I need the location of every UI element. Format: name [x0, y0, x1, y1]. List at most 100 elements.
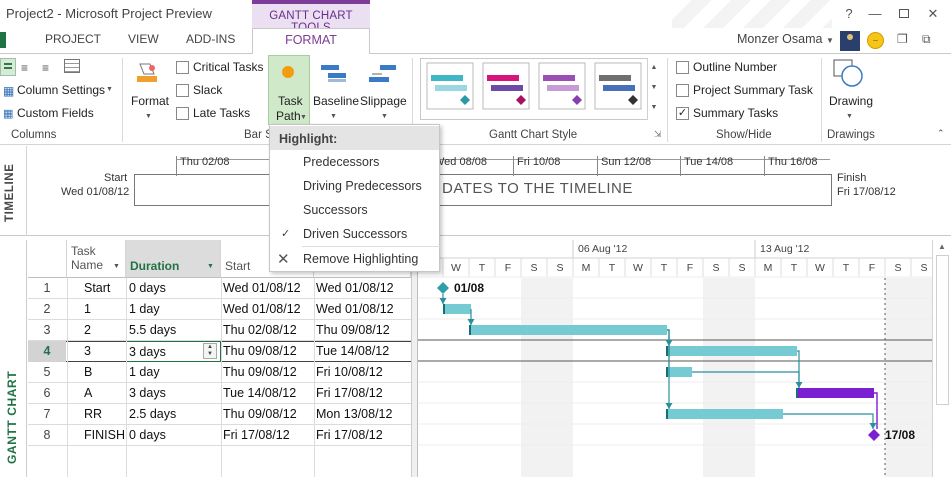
duration-header[interactable]: Duration	[126, 240, 221, 278]
finish-cell[interactable]: Wed 01/08/12	[316, 302, 394, 316]
chevron-down-icon[interactable]: ▼	[113, 263, 120, 270]
tab-view[interactable]: VIEW	[128, 32, 159, 46]
align-left-icon[interactable]	[0, 58, 16, 76]
finish-cell[interactable]: Fri 17/08/12	[316, 428, 383, 442]
close-button[interactable]: ✕	[927, 6, 939, 21]
format-icon[interactable]	[134, 60, 160, 88]
gantt-chart[interactable]: 06 Aug '12 13 Aug '12 W T F S S M T W T F S S M T W T F S S 0…	[417, 240, 932, 477]
gantt-style-swatch[interactable]	[538, 62, 586, 110]
task-name-cell[interactable]: FINISH	[84, 428, 125, 442]
finish-cell[interactable]: Wed 01/08/12	[316, 281, 394, 295]
table-row[interactable]	[28, 425, 411, 446]
duration-cell[interactable]: 0 days	[129, 281, 166, 295]
table-row[interactable]	[28, 383, 411, 404]
start-cell[interactable]: Wed 01/08/12	[223, 302, 301, 316]
minimize-button[interactable]: —	[868, 6, 882, 21]
row-number[interactable]: 7	[43, 407, 51, 421]
duration-cell[interactable]: 3 days	[129, 386, 166, 400]
table-row[interactable]	[28, 362, 411, 383]
tab-format[interactable]: FORMAT	[252, 28, 370, 54]
gantt-style-swatch[interactable]	[426, 62, 474, 110]
slippage-icon[interactable]	[368, 62, 398, 86]
task-name-header[interactable]: Task Name	[67, 240, 126, 278]
row-number[interactable]: 5	[43, 365, 51, 379]
task-name-cell[interactable]: 1	[84, 302, 91, 316]
custom-fields-button[interactable]: Custom Fields	[17, 106, 94, 120]
drawing-icon[interactable]	[832, 58, 866, 90]
scroll-up-icon[interactable]: ▲	[938, 242, 946, 251]
help-icon[interactable]: ?	[845, 6, 853, 21]
table-row[interactable]	[28, 404, 411, 425]
critical-tasks-checkbox[interactable]	[176, 61, 189, 74]
table-row[interactable]	[28, 299, 411, 320]
slack-checkbox[interactable]	[176, 84, 189, 97]
vertical-scrollbar[interactable]: ▲	[932, 240, 951, 477]
align-right-icon[interactable]: ≡	[42, 61, 50, 75]
row-number[interactable]: 8	[43, 428, 51, 442]
task-name-cell[interactable]: 3	[84, 344, 91, 358]
drawing-button[interactable]: Drawing	[829, 94, 874, 108]
chevron-down-icon[interactable]: ▼	[207, 263, 214, 270]
duration-cell[interactable]: 2.5 days	[129, 407, 177, 421]
start-cell[interactable]: Thu 02/08/12	[223, 323, 297, 337]
menu-item-driven-successors[interactable]: Driven Successors	[303, 227, 408, 241]
start-cell[interactable]: Tue 14/08/12	[223, 386, 297, 400]
column-settings-icon[interactable]: ▦	[3, 84, 15, 98]
late-tasks-checkbox[interactable]	[176, 107, 189, 120]
gantt-style-swatches[interactable]	[421, 59, 659, 119]
project-summary-task-checkbox[interactable]	[676, 84, 689, 97]
outline-number-checkbox[interactable]	[676, 61, 689, 74]
scroll-thumb[interactable]	[935, 255, 949, 405]
split-bar[interactable]	[411, 240, 417, 477]
gantt-chart-canvas[interactable]: 06 Aug '12 13 Aug '12 W T F S S M T W T F S S M T W T F S S 0…	[418, 240, 932, 477]
gantt-style-swatch[interactable]	[482, 62, 530, 110]
menu-item-successors[interactable]: Successors	[303, 203, 368, 217]
dialog-launcher-icon[interactable]: ⇲	[654, 129, 662, 139]
gantt-style-gallery[interactable]	[420, 58, 660, 120]
row-number[interactable]: 3	[43, 323, 51, 337]
finish-cell[interactable]: Fri 10/08/12	[316, 365, 383, 379]
tab-add-ins[interactable]: ADD-INS	[186, 32, 236, 46]
task-name-cell[interactable]: B	[84, 365, 93, 379]
timeline-bar[interactable]	[134, 174, 832, 206]
duration-spinner[interactable]: ▲ ▼	[203, 343, 217, 359]
table-row[interactable]	[28, 320, 411, 341]
menu-item-remove-highlighting[interactable]: Remove Highlighting	[303, 252, 419, 266]
duration-cell[interactable]: 0 days	[129, 428, 166, 442]
baseline-button[interactable]: Baseline	[313, 94, 360, 108]
task-name-cell[interactable]: A	[84, 386, 93, 400]
popout-icon[interactable]: ⧉	[922, 32, 931, 46]
task-name-cell[interactable]: RR	[84, 407, 103, 421]
table-row[interactable]	[28, 278, 411, 299]
start-cell[interactable]: Wed 01/08/12	[223, 281, 301, 295]
row-number[interactable]: 1	[43, 281, 51, 295]
align-center-icon[interactable]: ≡	[21, 61, 29, 75]
start-cell[interactable]: Thu 09/08/12	[223, 407, 297, 421]
duration-cell[interactable]: 1 day	[129, 302, 160, 316]
wrap-text-icon[interactable]	[64, 59, 80, 73]
finish-cell[interactable]: Tue 14/08/12	[316, 344, 390, 358]
custom-fields-icon[interactable]: ▦	[3, 108, 14, 120]
select-all-corner[interactable]	[28, 240, 67, 278]
duration-cell[interactable]: 1 day	[129, 365, 160, 379]
gallery-scroll[interactable]: ▲ ▼ ▼	[647, 58, 660, 120]
start-cell[interactable]: Thu 09/08/12	[223, 365, 297, 379]
slippage-button[interactable]: Slippage	[360, 94, 407, 108]
task-name-cell[interactable]: Start	[84, 281, 111, 295]
smiley-icon[interactable]: ⌣	[867, 32, 884, 49]
baseline-icon[interactable]	[320, 62, 348, 86]
finish-cell[interactable]: Fri 17/08/12	[316, 386, 383, 400]
finish-cell[interactable]: Mon 13/08/12	[316, 407, 393, 421]
restore-button[interactable]	[891, 4, 917, 24]
format-button[interactable]: Format	[131, 94, 170, 108]
row-number[interactable]: 2	[43, 302, 51, 316]
start-cell[interactable]: Fri 17/08/12	[223, 428, 290, 442]
task-name-cell[interactable]: 2	[84, 323, 91, 337]
user-dropdown-icon[interactable]: ▼	[826, 36, 834, 45]
column-settings-button[interactable]: Column Settings	[17, 83, 106, 97]
row-number[interactable]: 6	[43, 386, 51, 400]
row-number[interactable]: 4	[28, 341, 66, 362]
summary-tasks-checkbox[interactable]: ✓	[676, 107, 689, 120]
duration-cell[interactable]: 5.5 days	[129, 323, 177, 337]
tab-project[interactable]: PROJECT	[45, 32, 102, 46]
